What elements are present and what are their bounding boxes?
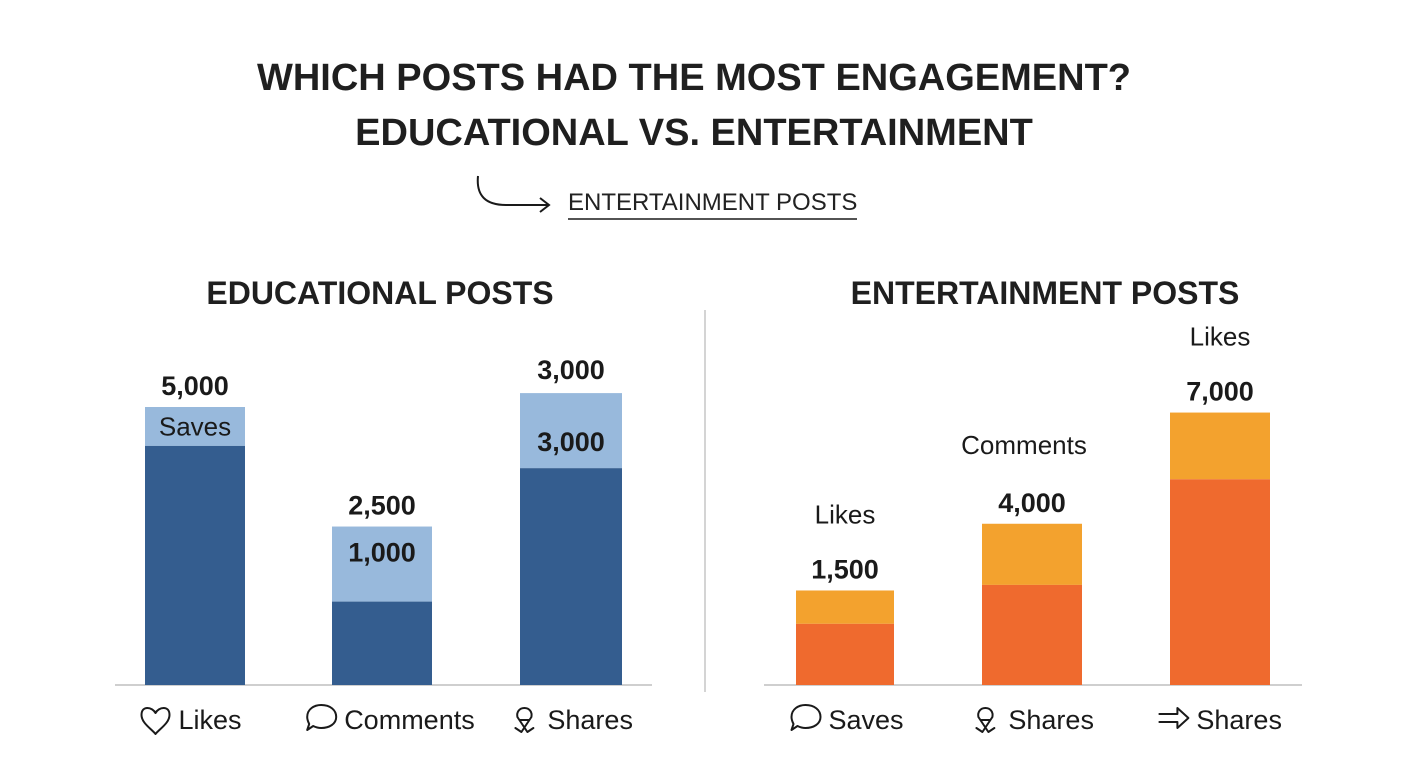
edu-bar-1-segment-label: Saves xyxy=(159,411,231,441)
ent-bar-2-category-note: Comments xyxy=(961,430,1087,460)
chart-title-line1: WHICH POSTS HAD THE MOST ENGAGEMENT? xyxy=(257,57,1131,99)
ent-bar-2-base-segment xyxy=(982,584,1082,685)
ent-bar-1-top-segment xyxy=(796,590,894,624)
ent-x-tick-label-3: Shares xyxy=(1196,705,1282,735)
ent-bar-3-category-note: Likes xyxy=(1190,322,1251,352)
ent-bar-1-category-note: Likes xyxy=(815,499,876,529)
ent-bar-2-value-label: 4,000 xyxy=(998,488,1066,518)
ent-x-tick-label-2: Shares xyxy=(1008,705,1094,735)
edu-x-tick-label-3: Shares xyxy=(547,705,633,735)
edu-bar-3-top-segment xyxy=(520,393,622,469)
edu-bar-2-value-label: 2,500 xyxy=(348,491,416,521)
speech-bubble-icon xyxy=(306,704,338,731)
edu-bar-3-base-segment xyxy=(520,468,622,685)
edu-bar-1-value-label: 5,000 xyxy=(161,371,229,401)
chart-title-line2: EDUCATIONAL VS. ENTERTAINMENT xyxy=(355,112,1033,154)
edu-bar-1-top-segment xyxy=(145,407,245,446)
curved-arrow-icon xyxy=(476,175,548,206)
edu-x-tick-label-2: Comments xyxy=(344,705,475,735)
edu-bar-3-value-label: 3,000 xyxy=(537,355,605,385)
edu-bar-2-base-segment xyxy=(332,601,432,685)
ribbon-icon xyxy=(514,707,535,733)
ent-bar-2-top-segment xyxy=(982,523,1082,585)
heart-icon xyxy=(140,707,171,735)
callout: ENTERTAINMENT POSTS xyxy=(476,175,857,220)
speech-bubble-icon xyxy=(790,704,822,731)
ent-bar-3-top-segment xyxy=(1170,412,1270,480)
ent-bar-3-base-segment xyxy=(1170,479,1270,685)
panel-title-educational: EDUCATIONAL POSTS xyxy=(206,275,553,311)
edu-bar-1-base-segment xyxy=(145,445,245,685)
callout-label: ENTERTAINMENT POSTS xyxy=(568,189,857,216)
panel-title-entertainment: ENTERTAINMENT POSTS xyxy=(851,275,1240,311)
edu-bar-3-segment-label: 3,000 xyxy=(537,427,605,457)
edu-x-tick-label-1: Likes xyxy=(179,705,242,735)
ent-x-tick-label-1: Saves xyxy=(829,705,904,735)
ent-bar-1-value-label: 1,500 xyxy=(811,554,879,584)
ent-bar-3-value-label: 7,000 xyxy=(1186,377,1254,407)
ribbon-icon xyxy=(975,707,996,733)
edu-bar-2-top-segment xyxy=(332,526,432,602)
ent-bar-1-base-segment xyxy=(796,623,894,685)
edu-bar-2-segment-label: 1,000 xyxy=(348,538,416,568)
arrow-head-icon xyxy=(539,197,551,213)
arrow-right-icon xyxy=(1158,707,1190,729)
